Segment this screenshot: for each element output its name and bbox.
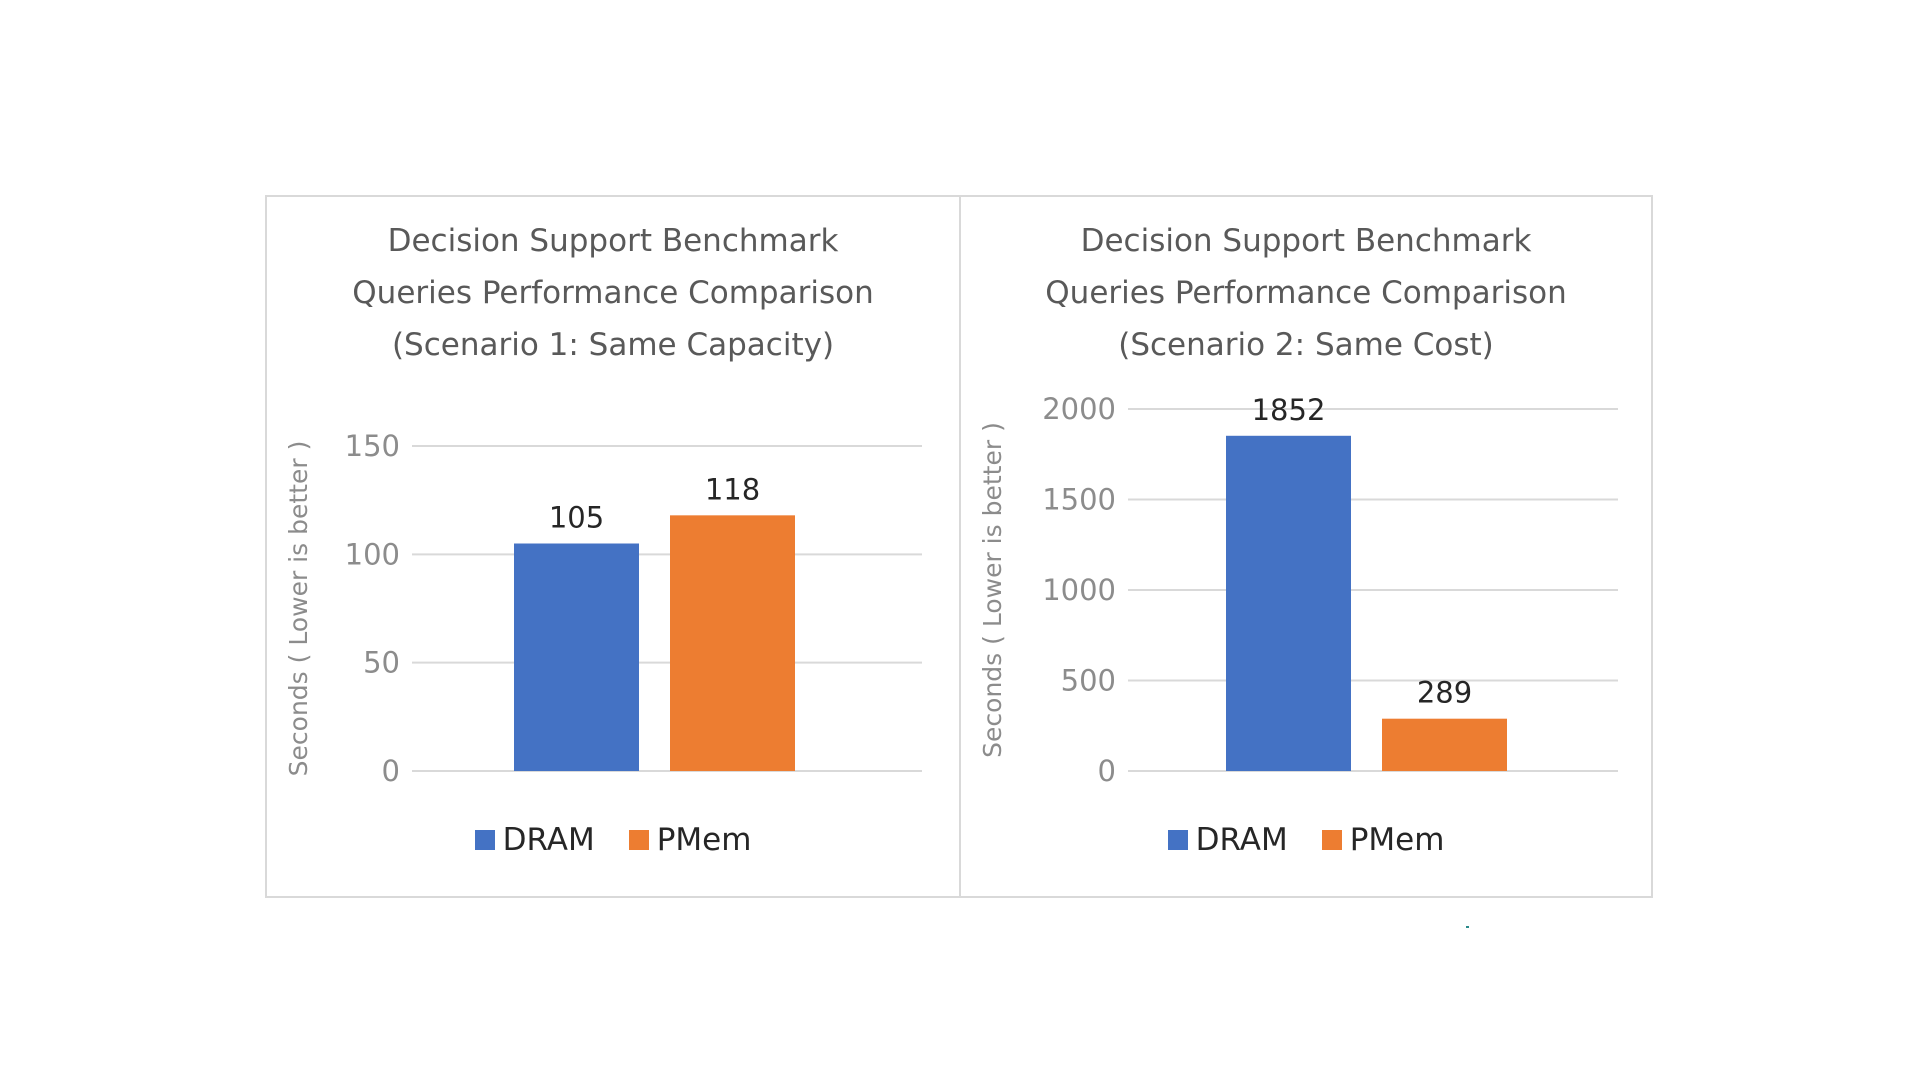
bar-pmem [1382, 718, 1507, 771]
stray-mark [1466, 926, 1469, 928]
y-tick-label: 2000 [1042, 392, 1116, 426]
bar-chart-scenario-2: 0 500 1000 1500 2000 Seconds ( Lower is bette… [978, 392, 1618, 788]
bar-dram [1226, 435, 1351, 771]
data-label-pmem: 118 [705, 472, 760, 506]
legend-item-pmem: PMem [628, 822, 752, 858]
chart-title-line-3: (Scenario 1: Same Capacity) [391, 327, 835, 363]
legend-label-dram: DRAM [502, 822, 595, 858]
legend-label-dram: DRAM [1195, 822, 1288, 858]
data-label-dram: 105 [549, 501, 604, 535]
legend-item-dram: DRAM [474, 822, 595, 858]
chart-legend: DRAM PMem [961, 822, 1651, 858]
chart-title-line-3: (Scenario 2: Same Cost) [1118, 327, 1494, 363]
y-axis-label: Seconds ( Lower is better ) [284, 441, 313, 777]
chart-legend: DRAM PMem [267, 822, 959, 858]
bar-pmem [670, 515, 795, 771]
chart-title-line-1: Decision Support Benchmark [1080, 223, 1532, 259]
data-label-dram: 1852 [1252, 393, 1326, 427]
legend-swatch-pmem [1321, 830, 1342, 850]
chart-title: Decision Support Benchmark Queries Perfo… [267, 215, 959, 371]
y-tick-label: 150 [345, 429, 400, 463]
legend-label-pmem: PMem [1349, 822, 1445, 858]
legend-swatch-dram [1167, 830, 1188, 850]
legend-swatch-pmem [628, 830, 649, 850]
chart-panel-scenario-1: Decision Support Benchmark Queries Perfo… [265, 195, 961, 898]
chart-panel-scenario-2: Decision Support Benchmark Queries Perfo… [959, 195, 1653, 898]
data-label-pmem: 289 [1417, 676, 1472, 710]
y-tick-label: 0 [1098, 754, 1116, 788]
chart-title-line-2: Queries Performance Comparison [352, 275, 874, 311]
y-tick-label: 500 [1061, 664, 1116, 698]
legend-item-pmem: PMem [1321, 822, 1445, 858]
chart-title: Decision Support Benchmark Queries Perfo… [961, 215, 1651, 371]
y-axis-label: Seconds ( Lower is better ) [978, 422, 1007, 758]
y-tick-label: 1000 [1042, 573, 1116, 607]
chart-title-line-1: Decision Support Benchmark [387, 223, 839, 259]
bar-chart-scenario-1: 0 50 100 150 Seconds ( Lower is better ) 105 1… [284, 429, 922, 788]
y-tick-label: 100 [345, 537, 400, 571]
bar-dram [514, 543, 639, 771]
legend-label-pmem: PMem [656, 822, 752, 858]
y-tick-label: 1500 [1042, 483, 1116, 517]
y-tick-label: 50 [363, 646, 400, 680]
legend-item-dram: DRAM [1167, 822, 1288, 858]
y-tick-label: 0 [382, 754, 400, 788]
legend-swatch-dram [474, 830, 495, 850]
chart-title-line-2: Queries Performance Comparison [1045, 275, 1567, 311]
